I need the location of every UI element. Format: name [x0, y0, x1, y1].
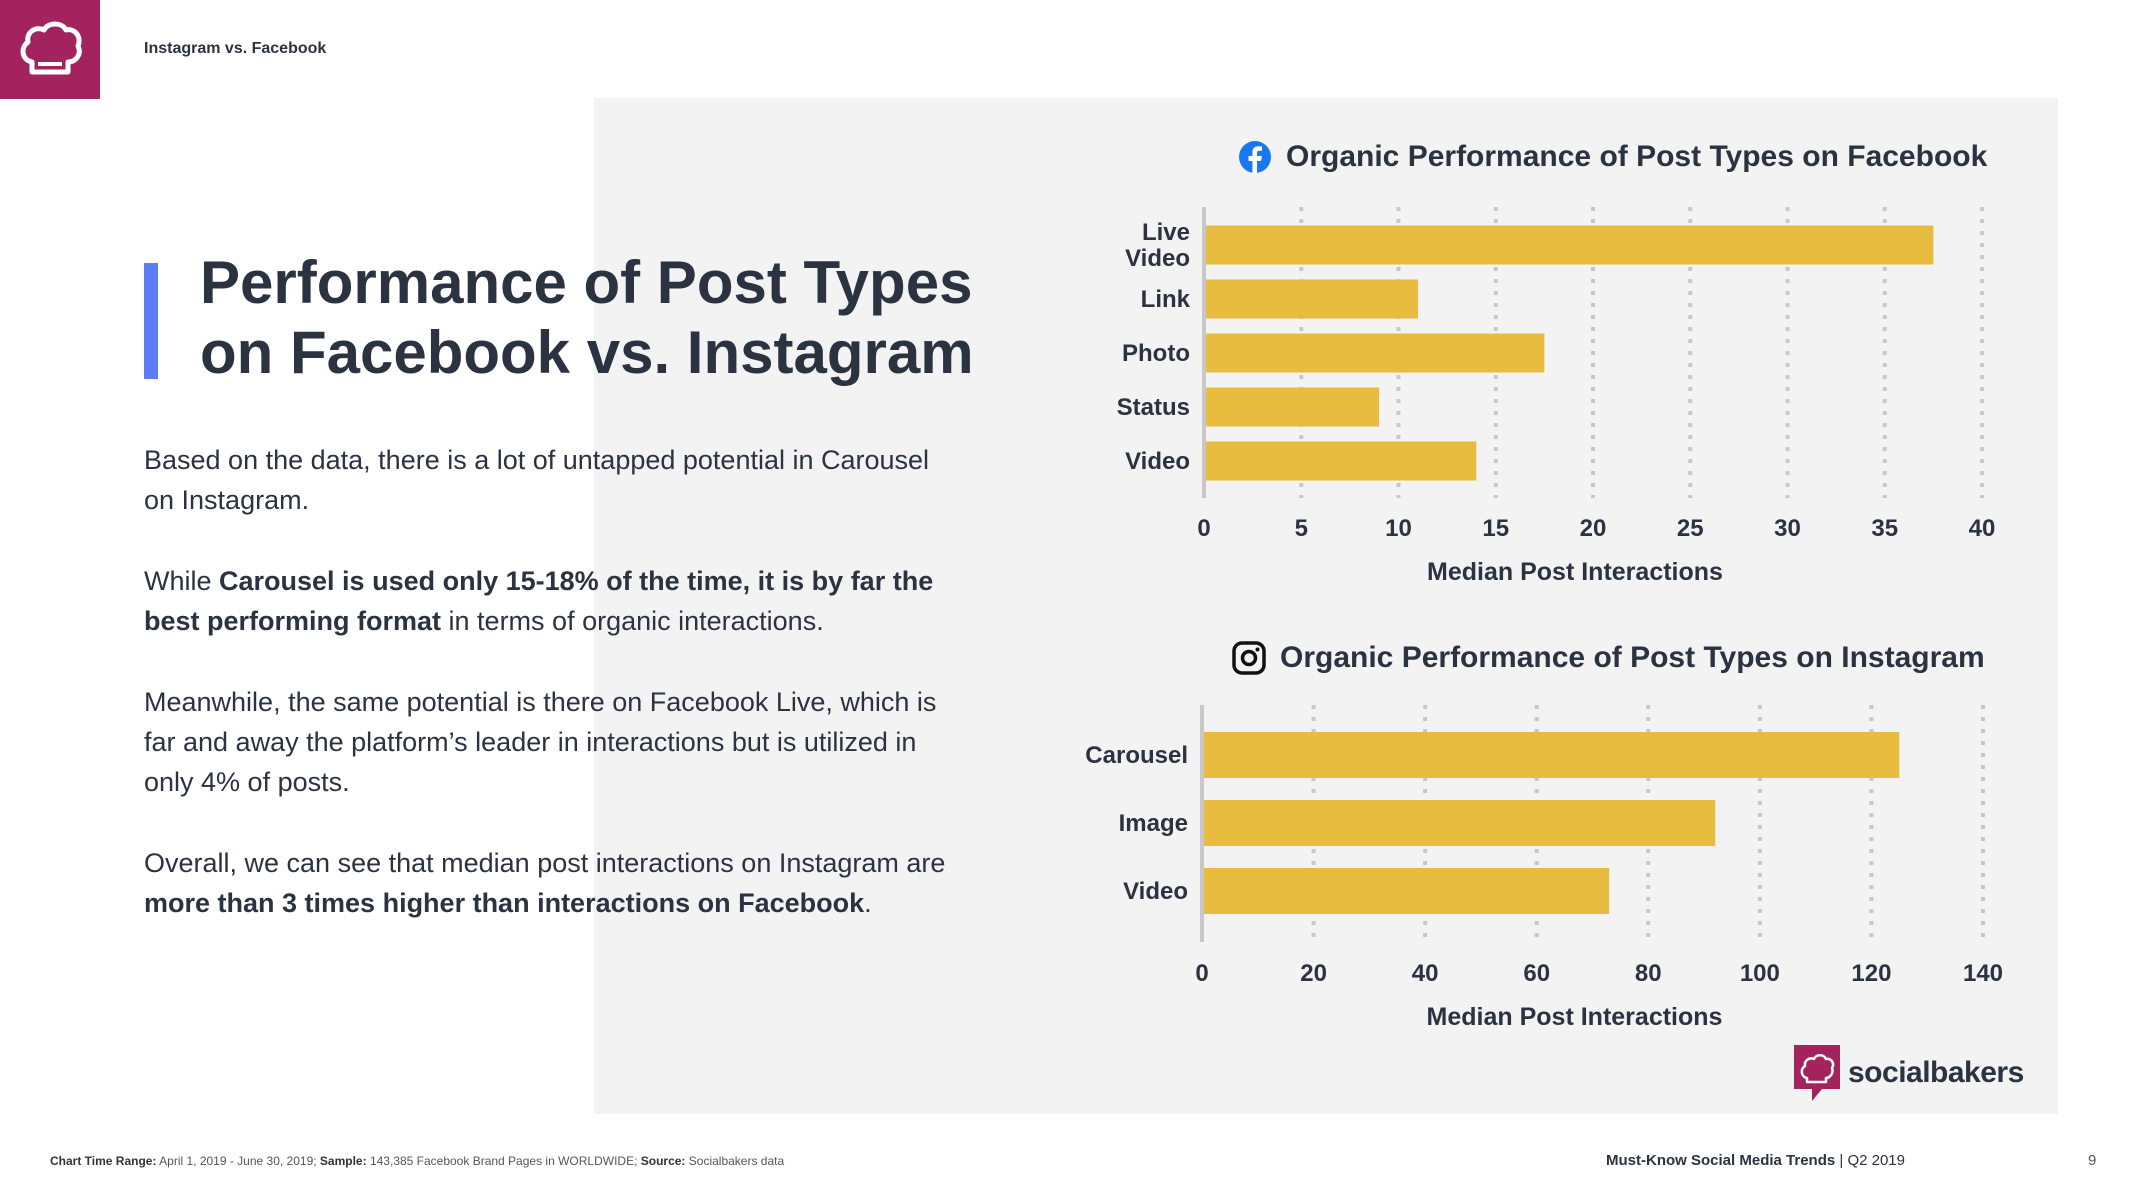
footer-report-title: Must-Know Social Media Trends | Q2 2019	[1606, 1152, 1905, 1169]
facebook-bar-2	[1206, 333, 1545, 373]
instagram-x-axis-title: Median Post Interactions	[1427, 1003, 1723, 1031]
instagram-category-label-0: Carousel	[1085, 742, 1188, 769]
page-title-line-2: on Facebook vs. Instagram	[200, 319, 974, 386]
instagram-tick-label-6: 120	[1851, 960, 1891, 987]
facebook-icon	[1239, 141, 1271, 174]
footer-source-note: Chart Time Range: April 1, 2019 - June 3…	[50, 1154, 785, 1168]
paragraph-3: Meanwhile, the same potential is there o…	[144, 687, 937, 797]
socialbakers-brand: socialbakers	[1794, 1045, 2024, 1101]
instagram-category-label-2: Video	[1123, 878, 1188, 905]
logo	[0, 0, 100, 99]
instagram-bar-0	[1204, 732, 1900, 778]
paragraph-1: Based on the data, there is a lot of unt…	[144, 445, 930, 515]
facebook-tick-label-3: 15	[1482, 515, 1509, 542]
headline-accent-bar	[144, 263, 158, 379]
facebook-bar-0	[1206, 225, 1934, 265]
facebook-bar-1	[1206, 279, 1418, 319]
instagram-icon	[1232, 641, 1266, 675]
facebook-category-label-4: Video	[1125, 448, 1190, 475]
facebook-bar-4	[1206, 441, 1477, 481]
page-number: 9	[2088, 1152, 2097, 1169]
facebook-tick-label-6: 30	[1774, 515, 1801, 542]
instagram-tick-label-5: 100	[1740, 960, 1780, 987]
facebook-tick-label-8: 40	[1969, 515, 1996, 542]
facebook-bar-3	[1206, 387, 1380, 427]
facebook-x-axis-title: Median Post Interactions	[1427, 558, 1723, 586]
instagram-tick-label-7: 140	[1963, 960, 2003, 987]
facebook-tick-label-1: 5	[1295, 515, 1308, 542]
instagram-bar-1	[1204, 800, 1716, 846]
paragraph-2: While Carousel is used only 15-18% of th…	[144, 566, 934, 636]
facebook-tick-label-2: 10	[1385, 515, 1412, 542]
instagram-tick-label-0: 0	[1195, 960, 1208, 987]
brand-name: socialbakers	[1848, 1056, 2024, 1089]
facebook-tick-label-4: 20	[1580, 515, 1607, 542]
facebook-chart-title: Organic Performance of Post Types on Fac…	[1238, 140, 1987, 174]
instagram-chart-title: Organic Performance of Post Types on Ins…	[1232, 641, 1985, 675]
instagram-category-label-1: Image	[1119, 810, 1188, 837]
chef-hat-icon	[20, 21, 82, 74]
socialbakers-logo-icon	[1794, 1045, 1840, 1101]
instagram-tick-label-3: 60	[1523, 960, 1550, 987]
instagram-tick-label-1: 20	[1300, 960, 1327, 987]
paragraph-4: Overall, we can see that median post int…	[144, 848, 946, 918]
facebook-tick-label-7: 35	[1871, 515, 1898, 542]
body-text: Based on the data, there is a lot of unt…	[144, 440, 964, 964]
instagram-bar-2	[1204, 868, 1610, 914]
facebook-tick-label-0: 0	[1197, 515, 1210, 542]
facebook-category-label-0-0: Live	[1142, 219, 1190, 246]
page-title: Performance of Post Types on Facebook vs…	[200, 248, 1020, 388]
instagram-tick-label-4: 80	[1635, 960, 1662, 987]
facebook-category-label-1: Link	[1141, 286, 1191, 313]
facebook-chart-title-text: Organic Performance of Post Types on Fac…	[1286, 140, 1988, 173]
instagram-tick-label-2: 40	[1412, 960, 1439, 987]
page-title-line-1: Performance of Post Types	[200, 249, 973, 316]
facebook-tick-label-5: 25	[1677, 515, 1704, 542]
section-title: Instagram vs. Facebook	[144, 40, 327, 57]
facebook-category-label-2: Photo	[1122, 340, 1190, 367]
chart-panel	[594, 98, 2058, 1114]
facebook-category-label-0-1: Video	[1125, 245, 1190, 272]
facebook-category-label-3: Status	[1117, 394, 1190, 421]
instagram-chart-title-text: Organic Performance of Post Types on Ins…	[1280, 641, 1985, 674]
